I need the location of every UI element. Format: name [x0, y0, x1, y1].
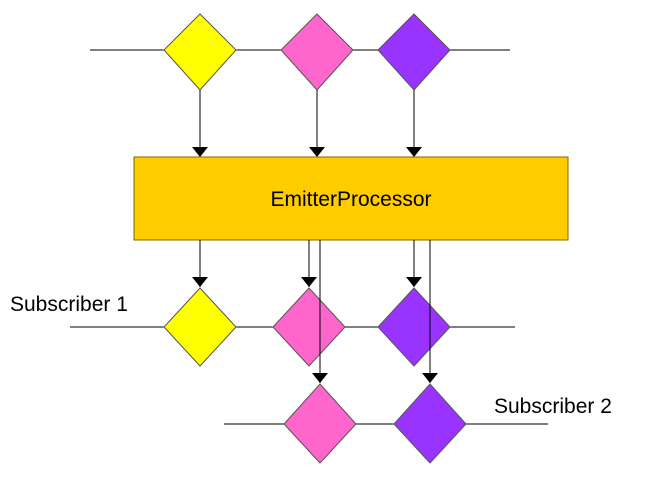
subscriber-2-items — [283, 383, 467, 464]
sub2-item-purple — [393, 383, 467, 464]
input-arrows — [192, 90, 422, 157]
subscriber-1-label: Subscriber 1 — [10, 293, 128, 316]
output-arrows-subscriber-1 — [192, 240, 422, 287]
source-timeline — [90, 13, 510, 91]
subscriber-2-label: Subscriber 2 — [494, 395, 612, 418]
subscriber-1-items — [163, 287, 451, 367]
sub1-item-yellow — [163, 287, 237, 367]
sub2-item-pink — [283, 383, 357, 464]
source-item-purple — [377, 13, 451, 91]
sub1-item-pink — [272, 287, 346, 367]
sub1-item-purple — [377, 287, 451, 367]
emitter-processor-box: EmitterProcessor — [133, 156, 569, 241]
processor-rect — [133, 156, 569, 241]
processor-label: EmitterProcessor — [270, 188, 431, 211]
output-arrows-subscriber-2 — [312, 240, 438, 383]
subscriber-2-timeline: Subscriber 2 — [224, 395, 612, 425]
source-item-pink — [280, 13, 354, 91]
source-item-yellow — [163, 13, 237, 91]
